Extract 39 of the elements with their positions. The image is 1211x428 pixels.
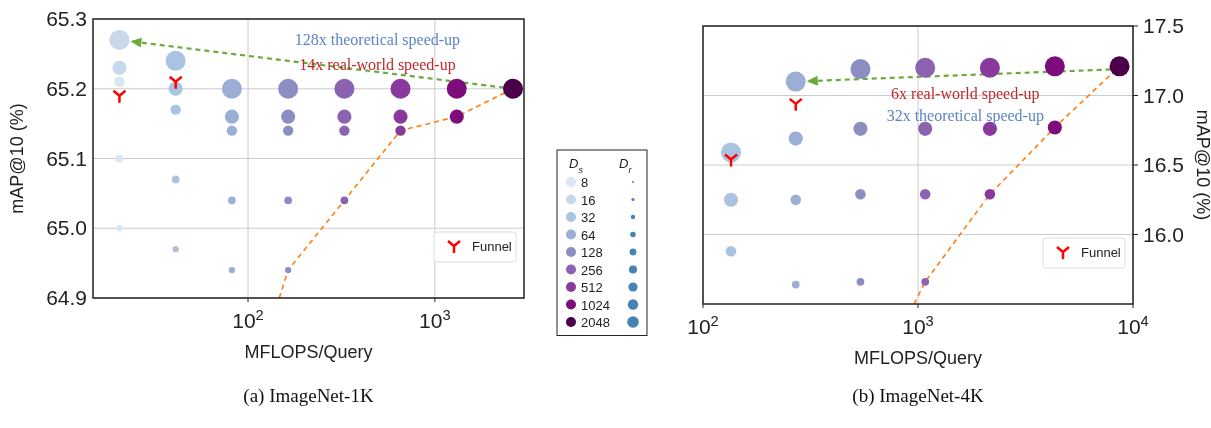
text: (a) ImageNet-1K [243, 385, 374, 407]
x-tick-label: 10$^{4}$ [1117, 313, 1149, 338]
text: (b) ImageNet-4K [852, 385, 984, 407]
legend-label: 512 [581, 280, 603, 295]
legend-label: 8 [581, 175, 589, 190]
annotation: 6x real-world speed-up [891, 85, 1040, 104]
legend-label: 32 [581, 210, 596, 225]
y2-tick-label: 17.0 [1143, 83, 1184, 107]
annotation: 128x theoretical speed-up [294, 30, 461, 49]
x-axis-title: MFLOPS/Query [244, 342, 373, 362]
y-tick-label: 64.9 [46, 286, 87, 309]
y2-axis-title: mAP@10 (%) [1193, 109, 1211, 221]
legend-label: Funnel [1081, 245, 1121, 260]
y-tick-label: 65.1 [46, 146, 87, 170]
y2-tick-label: 16.0 [1143, 222, 1184, 246]
y-tick-label: 65.0 [46, 216, 87, 240]
text: D$_{r}$ [619, 156, 633, 175]
legend-title: D$_{s}$ [569, 156, 584, 175]
legend-box: Funnel [1042, 237, 1126, 269]
legend-label: 128 [581, 245, 603, 260]
legend-label: 2048 [581, 315, 610, 330]
legend-label: 64 [581, 227, 596, 243]
y-tick-label: 65.3 [46, 7, 87, 30]
y-tick-label: 65.2 [46, 76, 87, 100]
x-tick-label: 10$^{2}$ [232, 307, 264, 332]
y2-tick-label: 17.5 [1143, 14, 1184, 37]
x-tick-label: 10$^{3}$ [902, 313, 934, 338]
legend-label: Funnel [472, 239, 512, 254]
x-tick-label: 10$^{2}$ [687, 313, 719, 338]
x-axis-title: MFLOPS/Query [853, 348, 983, 368]
annotation: 14x real-world speed-up [299, 56, 456, 75]
legend-box: Funnel [433, 231, 517, 263]
legend-label: 16 [581, 192, 596, 208]
legend-label: 1024 [581, 297, 610, 313]
x-tick-label: 10$^{3}$ [419, 307, 451, 332]
y2-tick-label: 16.5 [1143, 153, 1184, 176]
annotation: 32x theoretical speed-up [886, 107, 1044, 126]
y-axis-title: mAP@10 (%) [7, 103, 27, 214]
legend-label: 256 [581, 262, 603, 278]
